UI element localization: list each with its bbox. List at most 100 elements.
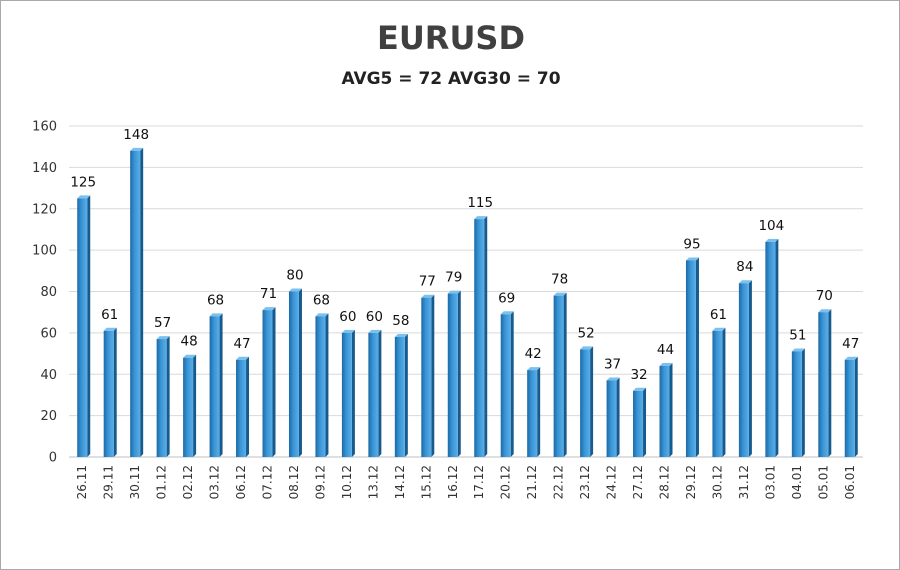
x-tick-label: 05.01	[816, 465, 830, 499]
bar	[818, 312, 829, 457]
bar-top	[288, 288, 302, 292]
x-tick-label: 09.12	[313, 465, 327, 499]
bar	[527, 370, 538, 457]
bar-top	[341, 329, 355, 333]
bar-top	[183, 354, 197, 358]
bar	[77, 198, 88, 457]
x-tick-label: 28.12	[658, 465, 672, 499]
data-label: 95	[683, 236, 700, 252]
bar-top	[368, 329, 382, 333]
data-label: 115	[467, 195, 493, 211]
data-label: 52	[578, 325, 595, 341]
bar-side	[537, 367, 541, 457]
bar-top	[844, 356, 858, 360]
bar-side	[404, 334, 408, 457]
bar	[580, 349, 591, 457]
data-labels: 125 61 148 57 48 68 47 71 80 68 60 60 58 77 79 115 69 42 7…	[70, 127, 859, 383]
bar-side	[722, 327, 726, 457]
bar-top	[553, 292, 567, 296]
bar-top	[394, 334, 408, 338]
y-tick-label: 80	[40, 285, 57, 300]
x-tick-label: 03.01	[763, 465, 777, 499]
x-tick-label: 10.12	[340, 465, 354, 499]
bar-side	[166, 336, 170, 457]
bar-side	[484, 216, 488, 457]
bar	[130, 150, 141, 457]
bar-top	[712, 327, 726, 331]
chart-title: EURUSD	[376, 19, 526, 57]
bar	[500, 314, 511, 457]
bar	[394, 337, 405, 457]
x-axis-ticks: 26.11 29.11 30.11 01.12 02.12 03.12 06.12 07.12…	[75, 465, 857, 499]
data-label: 42	[525, 346, 542, 362]
bar-side	[87, 195, 91, 457]
y-tick-label: 140	[32, 161, 57, 176]
x-tick-label: 29.11	[102, 465, 116, 499]
x-tick-label: 14.12	[393, 465, 407, 499]
bar	[341, 332, 352, 457]
x-tick-label: 03.12	[208, 465, 222, 499]
bar-top	[474, 216, 488, 220]
bar	[685, 260, 696, 457]
data-label: 79	[445, 270, 462, 286]
bar-top	[685, 257, 699, 261]
bar-side	[457, 290, 461, 457]
bar-top	[209, 313, 223, 317]
x-tick-label: 07.12	[261, 465, 275, 499]
x-tick-label: 22.12	[552, 465, 566, 499]
data-label: 69	[498, 290, 515, 306]
bar-top	[527, 367, 541, 371]
data-label: 61	[101, 307, 118, 323]
bar-side	[748, 280, 752, 457]
y-axis-ticks: 0 20 40 60 80 100 120 140 160	[32, 120, 57, 466]
bar-side	[643, 387, 647, 457]
bar-side	[325, 313, 329, 457]
data-label: 44	[657, 342, 674, 358]
bar-top	[156, 336, 170, 340]
bar-top	[659, 362, 673, 366]
data-label: 68	[207, 292, 224, 308]
bar-top	[315, 313, 329, 317]
x-tick-label: 06.12	[234, 465, 248, 499]
bar-side	[669, 362, 673, 457]
bar	[606, 380, 617, 457]
bar-top	[500, 311, 514, 315]
bar-side	[854, 356, 858, 457]
bar-top	[765, 238, 779, 242]
data-label: 58	[392, 313, 409, 329]
data-label: 57	[154, 315, 171, 331]
bar	[474, 219, 485, 457]
data-label: 68	[313, 292, 330, 308]
data-label: 84	[736, 259, 753, 275]
data-label: 60	[366, 309, 383, 325]
data-label: 77	[419, 274, 436, 290]
y-tick-label: 60	[40, 326, 57, 341]
x-tick-label: 21.12	[525, 465, 539, 499]
data-label: 32	[630, 367, 647, 383]
y-tick-label: 20	[40, 409, 57, 424]
bar-side	[351, 329, 355, 457]
bar	[447, 293, 458, 457]
bar-top	[262, 307, 276, 311]
x-tick-label: 08.12	[287, 465, 301, 499]
bar	[315, 316, 326, 457]
bar-side	[193, 354, 197, 457]
x-tick-label: 26.11	[75, 465, 89, 499]
bar-side	[298, 288, 302, 457]
bar-top	[421, 294, 435, 298]
bar-top	[738, 280, 752, 284]
x-tick-label: 27.12	[631, 465, 645, 499]
x-tick-label: 15.12	[419, 465, 433, 499]
bar-side	[246, 356, 250, 457]
bar-side	[219, 313, 223, 457]
bar-side	[378, 329, 382, 457]
data-label: 71	[260, 286, 277, 302]
x-tick-label: 29.12	[684, 465, 698, 499]
x-tick-label: 01.12	[155, 465, 169, 499]
y-tick-label: 120	[32, 202, 57, 217]
data-label: 47	[233, 336, 250, 352]
bar-side	[140, 147, 144, 457]
gridlines	[69, 125, 863, 458]
